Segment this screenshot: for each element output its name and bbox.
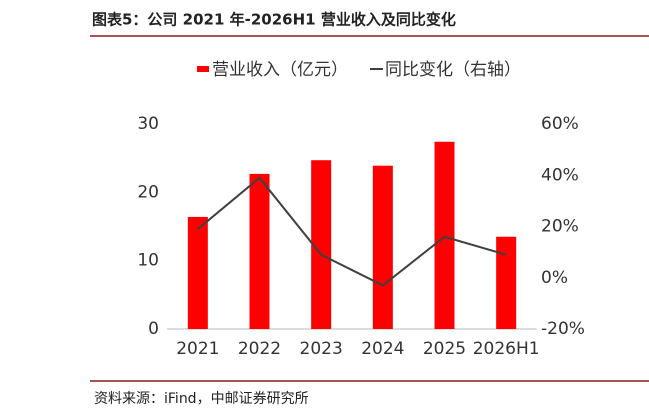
x-tick-label: 2026H1 — [473, 339, 540, 359]
bar — [311, 160, 332, 329]
legend-label: 同比变化（右轴） — [385, 60, 521, 80]
y2-tick-label: 0% — [541, 268, 568, 288]
x-tick-label: 2025 — [423, 339, 466, 359]
y2-tick-label: -20% — [541, 319, 585, 339]
x-tick-label: 2022 — [238, 339, 281, 359]
y-tick-label: 20 — [137, 182, 159, 202]
y-tick-label: 10 — [137, 251, 159, 271]
bar — [249, 173, 270, 329]
x-tick-label: 2021 — [176, 339, 219, 359]
y2-tick-label: 40% — [541, 165, 579, 185]
y2-tick-label: 60% — [541, 114, 579, 134]
legend-swatch — [197, 66, 209, 72]
y-tick-label: 30 — [137, 114, 159, 134]
chart-title: 图表5：公司 2021 年-2026H1 营业收入及同比变化 — [92, 11, 456, 29]
y-tick-label: 0 — [148, 319, 159, 339]
bar — [372, 165, 393, 329]
bar — [496, 236, 517, 329]
y2-tick-label: 20% — [541, 217, 579, 237]
x-tick-label: 2024 — [361, 339, 404, 359]
bar — [187, 216, 208, 329]
line — [197, 176, 507, 287]
x-tick-label: 2023 — [300, 339, 343, 359]
bar — [434, 141, 455, 329]
source: 资料来源：iFind，中邮证券研究所 — [94, 391, 309, 407]
legend-label: 营业收入（亿元） — [212, 60, 348, 80]
